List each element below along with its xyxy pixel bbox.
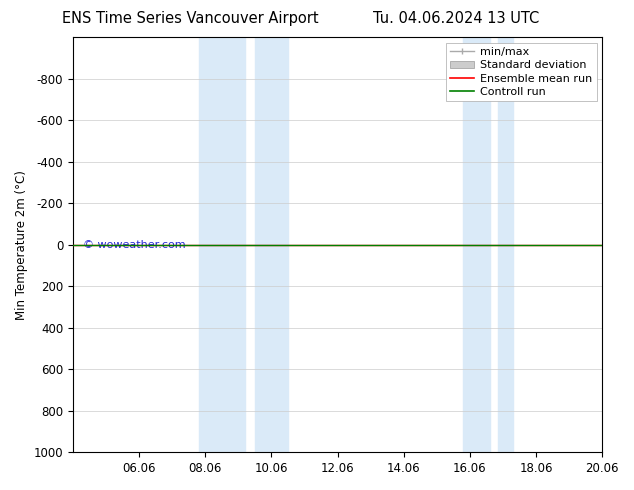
Text: © woweather.com: © woweather.com xyxy=(84,240,186,250)
Legend: min/max, Standard deviation, Ensemble mean run, Controll run: min/max, Standard deviation, Ensemble me… xyxy=(446,43,597,101)
Bar xyxy=(463,37,489,452)
Bar xyxy=(255,37,288,452)
Text: Tu. 04.06.2024 13 UTC: Tu. 04.06.2024 13 UTC xyxy=(373,11,540,26)
Bar xyxy=(198,37,245,452)
Y-axis label: Min Temperature 2m (°C): Min Temperature 2m (°C) xyxy=(15,170,28,319)
Text: ENS Time Series Vancouver Airport: ENS Time Series Vancouver Airport xyxy=(62,11,318,26)
Bar xyxy=(498,37,513,452)
